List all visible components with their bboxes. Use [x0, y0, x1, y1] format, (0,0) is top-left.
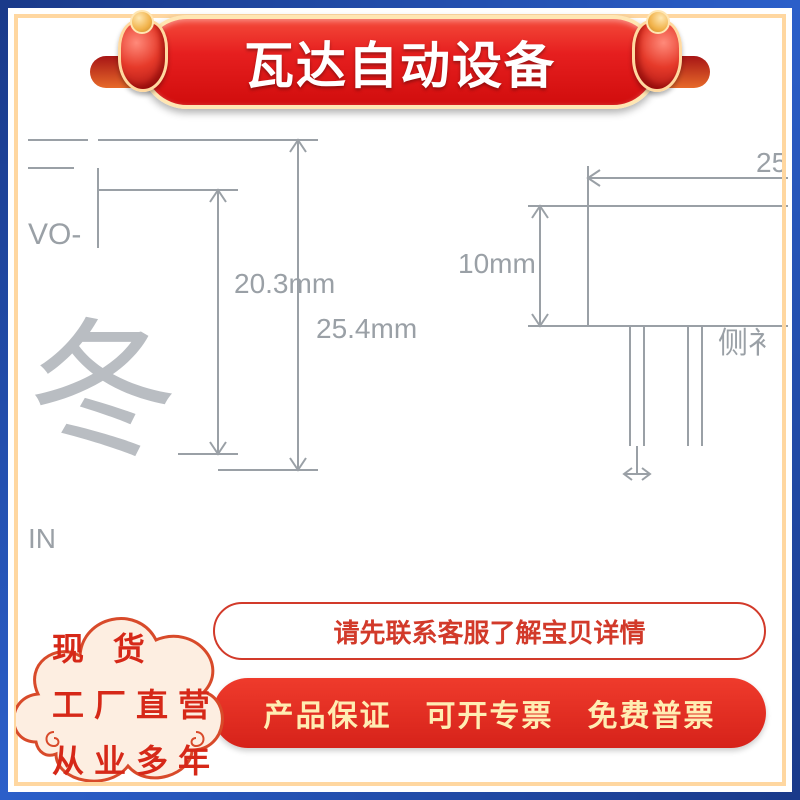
scroll-knob-left-icon [112, 14, 168, 94]
feature-bar: 产品保证 可开专票 免费普票 [213, 678, 766, 748]
dim-inner-height: 20.3mm [234, 268, 335, 299]
dim-outer-height: 25.4mm [316, 313, 417, 344]
diagram-svg: 25.4mm 20.3mm IN 25 [28, 138, 788, 608]
dim-side-height: 10mm [458, 248, 536, 279]
cloud-text: 现 货 工厂直营 从业多年 [52, 624, 220, 782]
customer-service-note: 请先联系客服了解宝贝详情 [213, 602, 766, 660]
dim-width-fragment: 25 [756, 147, 787, 178]
dimension-diagram: VO- 冬 侧衤 25.4mm 20.3mm IN [28, 138, 772, 592]
note-text: 请先联系客服了解宝贝详情 [333, 613, 645, 650]
page-root: 瓦达自动设备 VO- 冬 侧衤 25.4mm [0, 0, 800, 800]
banner-title: 瓦达自动设备 [244, 26, 556, 98]
banner-plate: 瓦达自动设备 [140, 15, 660, 109]
fragment-text-in: IN [28, 523, 56, 554]
cloud-line-2: 工厂直营 [52, 680, 220, 726]
feature-2: 可开专票 [426, 691, 554, 735]
cloud-line-3: 从业多年 [52, 736, 220, 782]
cloud-line-1: 现 货 [52, 624, 220, 670]
feature-1: 产品保证 [264, 691, 392, 735]
promo-cloud-badge: 现 货 工厂直营 从业多年 [16, 582, 226, 782]
scroll-knob-right-icon [632, 14, 688, 94]
title-banner: 瓦达自动设备 [90, 2, 710, 122]
feature-3: 免费普票 [588, 691, 716, 735]
